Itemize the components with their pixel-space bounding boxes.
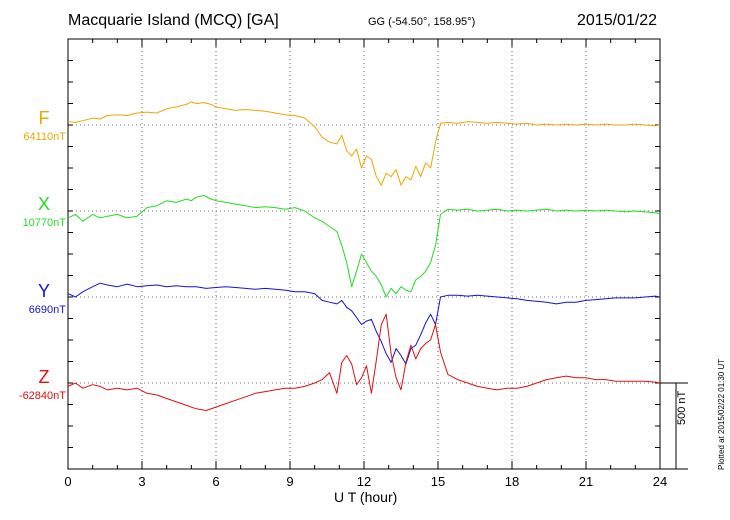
scale-bar-label: 500 nT xyxy=(676,390,688,425)
x-tick-label: 12 xyxy=(356,474,372,489)
channel-label-z: Z xyxy=(38,367,50,387)
station-title: Macquarie Island (MCQ) [GA] xyxy=(68,12,279,29)
channel-label-y: Y xyxy=(37,281,50,301)
x-tick-label: 3 xyxy=(138,474,146,489)
series-line-f xyxy=(67,101,661,186)
channel-baseline-z: -62840nT xyxy=(18,390,66,402)
channel-label-f: F xyxy=(38,108,50,128)
series-line-x xyxy=(67,195,661,298)
scale-bar xyxy=(660,382,688,470)
axis-ticks xyxy=(67,38,661,470)
x-tick-label: 6 xyxy=(212,474,220,489)
x-tick-label: 15 xyxy=(430,474,446,489)
x-axis-label: U T (hour) xyxy=(334,489,398,505)
x-tick-label: 21 xyxy=(578,474,594,489)
series-line-z xyxy=(67,313,661,411)
series-line-y xyxy=(67,282,661,365)
channel-baseline-y: 6690nT xyxy=(28,304,66,316)
channel-label-x: X xyxy=(37,194,50,214)
channel-baseline-x: 10770nT xyxy=(22,217,66,229)
x-tick-label: 0 xyxy=(64,474,72,489)
channel-baseline-f: 64110nT xyxy=(23,131,66,143)
series-lines xyxy=(67,101,661,411)
x-tick-label: 24 xyxy=(652,474,668,489)
station-coordinates: GG (-54.50°, 158.95°) xyxy=(368,16,476,28)
plot-timestamp: Plotted at 2015/02/22 01:30 UT xyxy=(717,358,726,470)
x-tick-label: 18 xyxy=(504,474,520,489)
x-tick-label: 9 xyxy=(286,474,294,489)
chart-date: 2015/01/22 xyxy=(577,12,658,29)
grid-lines xyxy=(68,39,660,469)
